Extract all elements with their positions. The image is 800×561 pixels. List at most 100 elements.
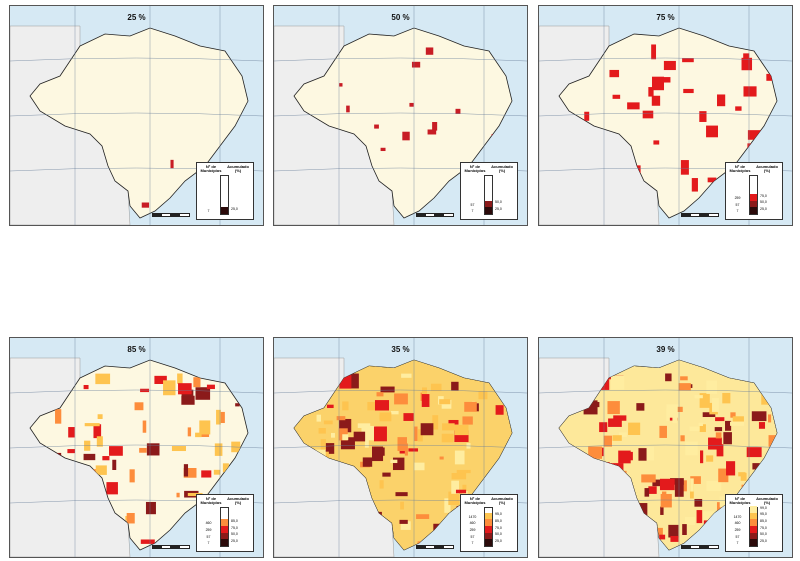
brazil-land [293,27,513,219]
map-panel: 85 % Nº de Municípios Acumulado (%) 85,0 75,… [9,337,264,558]
municipality-patch [740,472,747,481]
panel-title: 39 % [656,345,675,354]
municipality-patch [102,456,110,461]
municipality-patch [342,401,349,411]
municipality-patch [95,465,107,475]
legend-band [485,200,492,208]
municipality-patch [433,523,448,532]
municipality-patch [176,492,180,498]
municipality-patch [644,488,650,497]
graticule-line [539,444,792,449]
municipality-patch [682,524,687,535]
municipality-patch [713,515,724,521]
legend-count: 57 [735,202,740,207]
legend-percent: 85,0 [231,518,238,523]
legend-band [750,512,757,520]
scale-bar [681,213,719,219]
municipality-patch [183,467,197,478]
municipality-patch [163,380,176,396]
municipality-patch [181,395,195,405]
legend-count: 1470 [468,514,477,519]
legend-percent: 25,0 [760,538,767,543]
municipality-patch [444,498,451,513]
legend-band [750,532,757,540]
municipality-patch [183,464,189,477]
municipality-patch [430,383,442,392]
municipality-patch [706,455,714,462]
municipality-patch [380,147,386,152]
municipality-patch [420,423,434,436]
municipality-patch [702,412,716,418]
municipality-patch [442,423,455,431]
municipality-patch [400,501,404,510]
municipality-patch [672,414,678,424]
legend-header-cumulative: Acumulado (%) [756,164,778,173]
municipality-patch [628,422,641,435]
municipality-patch [478,391,488,400]
municipality-patch [390,459,398,464]
municipality-patch [425,47,434,55]
municipality-patch [758,422,766,429]
municipality-patch [462,416,473,425]
municipality-patch [719,496,729,508]
municipality-patch [323,443,335,454]
municipality-patch [206,384,215,390]
municipality-patch [747,130,761,140]
municipality-patch [379,480,384,489]
legend-percent: 75,0 [760,525,767,530]
brazil-land [29,27,249,219]
scale-bar [416,545,454,551]
graticule-line [274,112,527,117]
municipality-patch [735,106,742,111]
legend-band [750,200,757,208]
legend-count: 57 [470,534,475,539]
legend-header-count: Nº de Municípios [729,496,751,505]
municipality-patch [448,491,460,506]
legend-count: 460 [205,521,212,526]
legend-percent: 25,0 [495,538,502,543]
municipality-patch [97,414,103,420]
municipality-patch [454,424,469,436]
graticule-line [539,112,792,117]
municipality-patch [455,108,461,114]
municipality-patch [696,510,703,524]
legend-band [485,207,492,214]
municipality-patch [751,411,767,422]
municipality-patch [670,535,679,542]
map-panel: 25 % Nº de Municípios Acumulado (%) 25,0 7 [9,5,264,226]
municipality-patch [610,375,625,390]
municipality-patch [663,60,676,71]
municipality-patch [685,441,698,456]
municipality-patch [380,386,395,393]
map-legend: Nº de Municípios Acumulado (%) 99,0 95,0 85,… [725,494,783,552]
municipality-patch [743,86,757,97]
graticule-line [539,389,792,394]
municipality-patch [414,426,418,442]
legend-band [750,519,757,526]
legend-count: 57 [735,534,740,539]
municipality-patch [154,375,167,384]
legend-percent: 95,0 [760,512,767,517]
municipality-patch [462,484,467,494]
municipality-patch [456,469,471,474]
scale-bar [152,545,190,551]
legend-header-cumulative: Acumulado (%) [756,496,778,505]
municipality-patch [678,383,691,391]
municipality-patch [717,94,726,107]
map-panel: 50 % Nº de Municípios Acumulado (%) 50,0 25,… [273,5,528,226]
municipality-patch [374,400,390,411]
legend-color-bar [220,507,229,547]
map-legend: Nº de Municípios Acumulado (%) 50,0 25,0 57 7 [460,162,518,220]
municipality-patch [660,493,672,508]
legend-header-count: Nº de Municípios [464,164,486,173]
municipality-patch [439,399,451,405]
municipality-patch [139,447,147,453]
municipality-patch [395,492,408,497]
municipality-patch [373,426,387,442]
municipality-patch [145,501,156,515]
legend-color-bar [484,175,493,215]
brazil-land [29,359,249,551]
legend-header-cumulative: Acumulado (%) [491,164,513,173]
municipality-patch [326,404,334,409]
municipality-patch [195,432,202,438]
